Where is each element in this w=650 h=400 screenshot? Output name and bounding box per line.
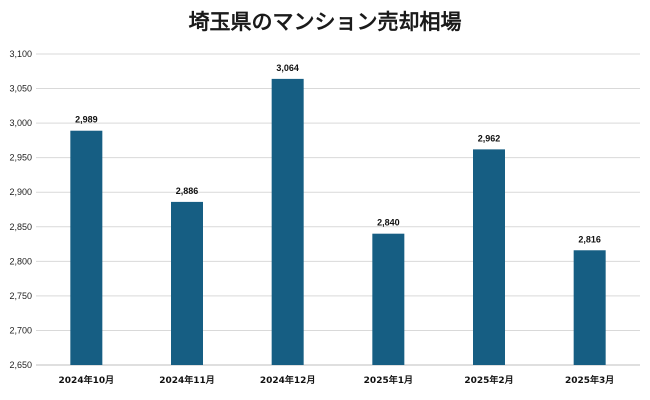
data-label: 2,816 (578, 234, 601, 244)
x-tick-label: 2024年10月 (59, 374, 115, 386)
bar (171, 201, 203, 365)
bar-layer (70, 78, 606, 365)
x-tick-label: 2025年1月 (364, 374, 413, 386)
x-tick-label: 2025年2月 (464, 374, 513, 386)
data-label: 2,840 (377, 218, 400, 228)
y-tick-label: 2,900 (9, 187, 32, 197)
bar (372, 233, 405, 365)
axis-layer: 2,650 2,700 2,750 2,800 2,850 2,900 2,950 3,000… (9, 49, 640, 386)
data-label: 2,886 (176, 186, 199, 196)
y-tick-label: 2,700 (9, 325, 32, 335)
y-tick-label: 3,000 (9, 118, 32, 128)
label-layer: 2,989 2,886 3,064 2,840 2,962 2,816 (75, 63, 601, 244)
y-tick-label: 2,950 (9, 153, 32, 163)
y-tick-label: 3,050 (9, 84, 32, 94)
data-label: 2,962 (478, 133, 501, 143)
y-tick-label: 2,750 (9, 291, 32, 301)
x-tick-label: 2024年11月 (159, 374, 215, 386)
grid-layer (36, 53, 640, 331)
x-tick-label: 2025年3月 (565, 374, 614, 386)
y-tick-label: 2,800 (9, 256, 32, 266)
bar (271, 78, 304, 365)
y-tick-label: 2,650 (9, 360, 32, 370)
y-tick-label: 3,100 (9, 49, 32, 59)
x-tick-label: 2024年12月 (260, 374, 316, 386)
data-label: 2,989 (75, 115, 98, 125)
bar (573, 250, 606, 365)
y-tick-label: 2,850 (9, 222, 32, 232)
data-label: 3,064 (276, 63, 299, 73)
bar (70, 130, 103, 365)
bar (473, 149, 505, 365)
chart-title: 埼玉県のマンション売却相場 (188, 10, 462, 34)
